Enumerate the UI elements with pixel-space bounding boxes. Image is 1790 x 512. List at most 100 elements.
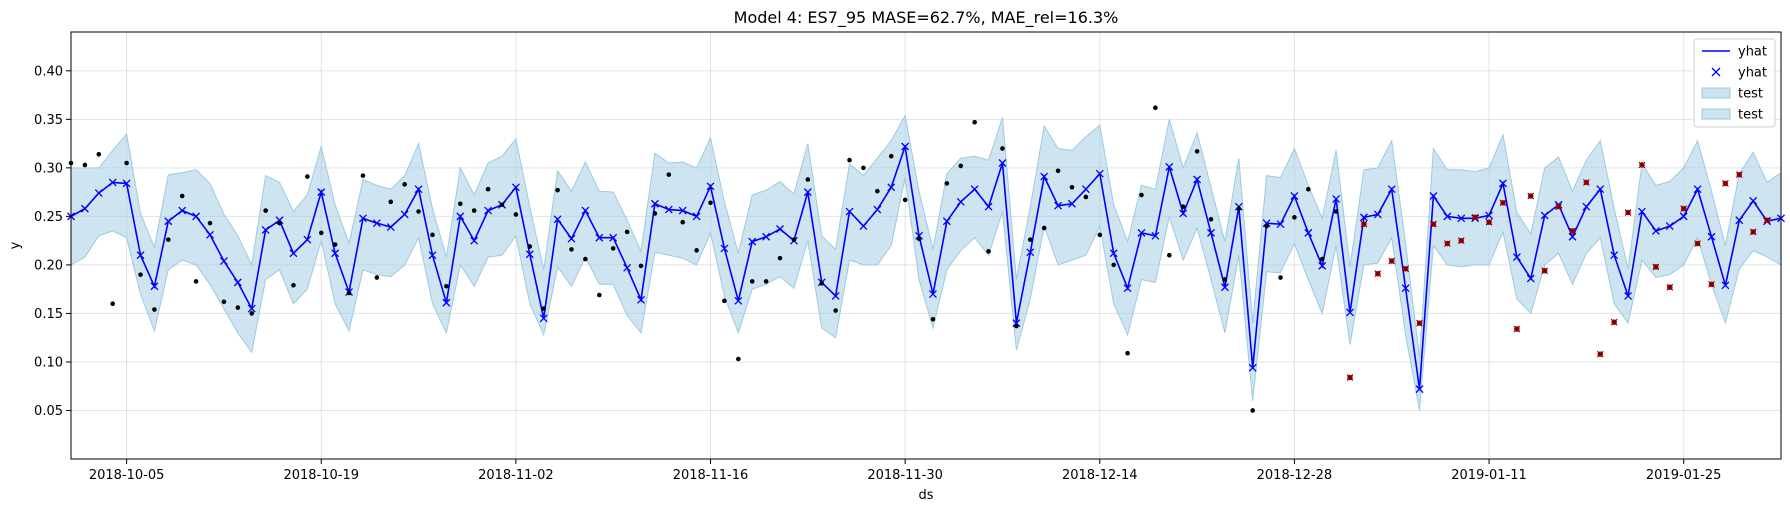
observed-point	[430, 232, 435, 238]
forecast-marker	[1624, 292, 1633, 300]
x-axis-label: ds	[918, 488, 933, 503]
test-point-cross	[1708, 280, 1715, 288]
observed-point	[444, 283, 449, 289]
forecast-marker	[164, 217, 173, 226]
observed-point	[1319, 256, 1325, 262]
forecast-marker	[206, 230, 214, 239]
forecast-marker	[1568, 232, 1577, 241]
observed-point	[722, 298, 727, 304]
forecast-marker	[1081, 185, 1090, 194]
forecast-marker	[581, 206, 590, 215]
test-point-cross	[1666, 283, 1674, 291]
observed-point	[875, 188, 880, 194]
observed-point	[346, 290, 352, 296]
forecast-marker	[484, 206, 493, 215]
forecast-marker	[386, 223, 395, 232]
observed-point	[221, 299, 227, 305]
observed-point	[1069, 184, 1075, 190]
observed-point	[124, 160, 129, 166]
forecast-marker	[803, 188, 812, 197]
observed-point	[332, 242, 338, 247]
observed-point	[235, 305, 241, 310]
forecast-marker	[1457, 214, 1466, 223]
forecast-marker	[956, 197, 965, 206]
observed-point	[1222, 277, 1228, 282]
legend-label: yhat	[1738, 66, 1767, 81]
forecast-marker	[637, 295, 645, 304]
forecast-marker	[233, 278, 242, 287]
test-point-cross	[1624, 209, 1632, 216]
observed-point	[833, 308, 838, 313]
forecast-marker	[1638, 207, 1646, 216]
forecast-marker	[122, 179, 131, 188]
y-axis-ticks: 0.05 0.10 0.15 0.20 0.25 0.30 0.35 0.40	[34, 64, 71, 419]
forecast-marker	[567, 234, 576, 243]
test-point-cross	[1457, 237, 1465, 245]
observed-point	[110, 301, 116, 307]
forecast-marker	[1109, 249, 1118, 258]
y-tick-label: 0.20	[34, 258, 63, 273]
forecast-marker	[1040, 172, 1049, 181]
forecast-marker	[1540, 211, 1549, 220]
observed-point	[1278, 275, 1283, 280]
observed-point	[374, 275, 380, 280]
observed-point	[1292, 215, 1297, 220]
test-point-cross	[1513, 325, 1521, 333]
forecast-marker	[984, 202, 993, 211]
observed-point	[499, 202, 505, 208]
test-point-cross	[1749, 228, 1757, 236]
forecast-marker	[456, 212, 465, 221]
forecast-marker	[692, 212, 701, 221]
forecast-marker	[873, 205, 882, 214]
forecast-marker	[970, 185, 979, 194]
forecast-marker	[317, 188, 326, 197]
observed-point	[1236, 206, 1242, 211]
forecast-marker	[859, 222, 868, 231]
forecast-marker	[664, 205, 673, 214]
forecast-marker	[1248, 363, 1257, 372]
observed-point	[277, 220, 282, 226]
observed-point	[736, 356, 741, 362]
observed-point	[1333, 209, 1339, 214]
forecast-marker	[1443, 212, 1452, 221]
test-point-cross	[1485, 218, 1493, 226]
legend-band-swatch	[1701, 108, 1731, 120]
forecast-marker	[1123, 284, 1132, 293]
forecast-marker	[470, 236, 479, 245]
forecast-marker	[525, 250, 534, 259]
observed-point	[777, 255, 783, 261]
observed-point	[583, 256, 588, 262]
forecast-marker	[1346, 308, 1354, 317]
forecast-marker	[1582, 202, 1591, 211]
forecast-marker	[150, 282, 159, 291]
observed-point	[916, 236, 922, 242]
observed-point	[680, 219, 686, 225]
observed-point	[152, 307, 157, 312]
chart-title: Model 4: ES7_95 MASE=62.7%, MAE_rel=16.3…	[734, 8, 1119, 28]
forecast-marker	[650, 199, 659, 208]
x-tick-label: 2019-01-11	[1451, 468, 1527, 483]
observed-point	[1000, 146, 1005, 151]
observed-point	[249, 311, 255, 316]
observed-point	[1125, 350, 1130, 356]
forecast-marker	[1165, 162, 1174, 171]
forecast-marker	[1512, 253, 1521, 262]
forecast-marker	[1679, 212, 1688, 221]
test-point-cross	[1722, 180, 1729, 187]
forecast-marker	[400, 210, 409, 219]
forecast-marker	[1318, 261, 1327, 270]
test-point-cross	[1694, 240, 1701, 247]
forecast-marker	[1429, 192, 1438, 200]
observed-point	[569, 247, 574, 252]
y-tick-label: 0.30	[34, 161, 63, 176]
test-point-cross	[1610, 318, 1618, 326]
observed-point	[610, 246, 616, 251]
forecast-marker	[1693, 185, 1702, 194]
forecast-marker	[1359, 213, 1368, 222]
test-point-cross	[1374, 270, 1382, 277]
observed-point	[1250, 408, 1256, 413]
observed-point	[1027, 237, 1033, 242]
forecast-marker	[678, 206, 687, 215]
forecast-marker	[1193, 175, 1202, 184]
